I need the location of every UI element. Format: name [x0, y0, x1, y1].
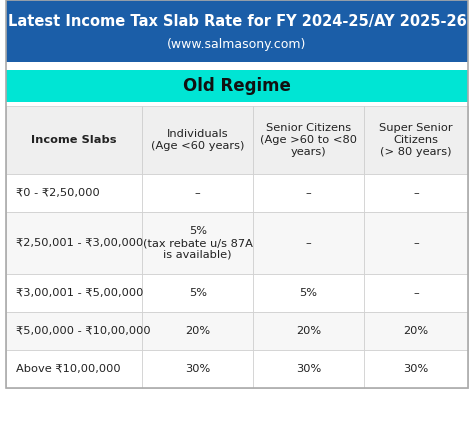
- Text: Old Regime: Old Regime: [183, 77, 291, 95]
- Bar: [6, 312, 142, 350]
- Text: Above ₹10,00,000: Above ₹10,00,000: [16, 364, 120, 374]
- Text: 30%: 30%: [296, 364, 321, 374]
- Bar: [6, 212, 142, 274]
- Text: Individuals
(Age <60 years): Individuals (Age <60 years): [151, 129, 245, 151]
- Text: 5%: 5%: [300, 288, 318, 298]
- Bar: [253, 274, 364, 312]
- Text: ₹3,00,001 - ₹5,00,000: ₹3,00,001 - ₹5,00,000: [16, 288, 143, 298]
- Bar: [142, 312, 253, 350]
- Text: 20%: 20%: [185, 326, 210, 336]
- Text: –: –: [413, 238, 419, 248]
- Bar: [253, 106, 364, 174]
- Text: 20%: 20%: [296, 326, 321, 336]
- Text: –: –: [413, 188, 419, 198]
- Bar: [6, 102, 468, 106]
- Bar: [6, 106, 142, 174]
- Text: –: –: [306, 238, 311, 248]
- Bar: [142, 274, 253, 312]
- Bar: [6, 62, 468, 70]
- Text: 20%: 20%: [403, 326, 428, 336]
- Text: Latest Income Tax Slab Rate for FY 2024-25/AY 2025-26: Latest Income Tax Slab Rate for FY 2024-…: [8, 14, 466, 29]
- Bar: [253, 174, 364, 212]
- Text: Super Senior
Citizens
(> 80 years): Super Senior Citizens (> 80 years): [379, 123, 453, 157]
- Text: –: –: [413, 288, 419, 298]
- Text: Senior Citizens
(Age >60 to <80
years): Senior Citizens (Age >60 to <80 years): [260, 123, 357, 157]
- Bar: [253, 212, 364, 274]
- Bar: [6, 0, 468, 62]
- Text: 5%: 5%: [189, 288, 207, 298]
- Bar: [364, 174, 468, 212]
- Bar: [6, 350, 142, 388]
- Text: –: –: [195, 188, 201, 198]
- Bar: [6, 70, 468, 102]
- Bar: [142, 212, 253, 274]
- Text: ₹2,50,001 - ₹3,00,000: ₹2,50,001 - ₹3,00,000: [16, 238, 143, 248]
- Bar: [364, 312, 468, 350]
- Text: –: –: [306, 188, 311, 198]
- Bar: [253, 312, 364, 350]
- Bar: [142, 106, 253, 174]
- Text: ₹5,00,000 - ₹10,00,000: ₹5,00,000 - ₹10,00,000: [16, 326, 151, 336]
- Bar: [142, 174, 253, 212]
- Text: Income Slabs: Income Slabs: [31, 135, 117, 145]
- Bar: [364, 274, 468, 312]
- Bar: [364, 212, 468, 274]
- Text: 5%
(tax rebate u/s 87A
is available): 5% (tax rebate u/s 87A is available): [143, 226, 253, 260]
- Text: (www.salmasony.com): (www.salmasony.com): [167, 38, 307, 51]
- Text: 30%: 30%: [185, 364, 210, 374]
- Bar: [364, 350, 468, 388]
- Bar: [142, 350, 253, 388]
- Bar: [6, 274, 142, 312]
- Text: 30%: 30%: [403, 364, 428, 374]
- Text: ₹0 - ₹2,50,000: ₹0 - ₹2,50,000: [16, 188, 100, 198]
- Bar: [6, 174, 142, 212]
- Bar: [364, 106, 468, 174]
- Bar: [253, 350, 364, 388]
